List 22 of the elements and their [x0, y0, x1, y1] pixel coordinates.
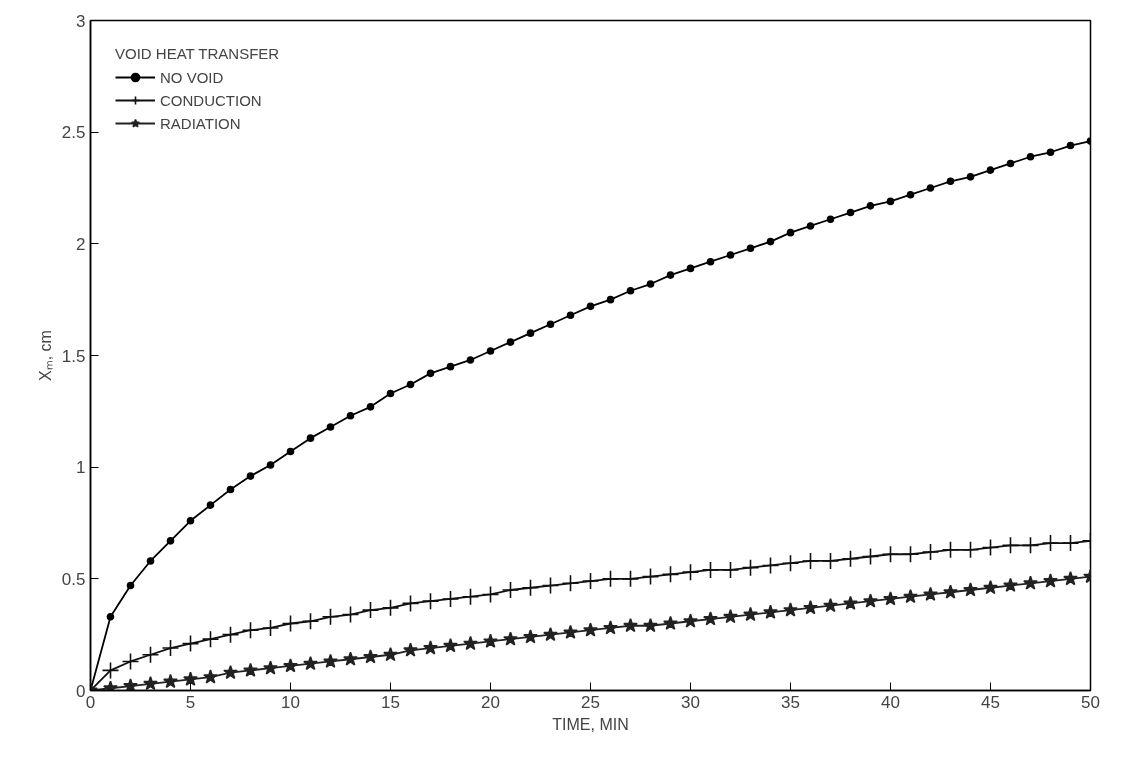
y-tick-label: 2.5 [61, 123, 86, 143]
legend-label: NO VOID [160, 68, 224, 86]
y-tick-label: 1 [76, 458, 86, 478]
x-tick-label: 10 [281, 692, 300, 712]
legend-title: VOID HEAT TRANSFER [115, 45, 280, 62]
y-tick-label: 0.5 [61, 569, 86, 589]
x-tick-label: 40 [881, 692, 900, 712]
y-axis-title: Xₘ, cm [36, 330, 54, 381]
y-tick-label: 1.5 [61, 346, 86, 366]
x-tick-label: 50 [1081, 692, 1100, 712]
x-tick-label: 45 [981, 692, 1000, 712]
x-tick-label: 20 [481, 692, 500, 712]
y-tick-label: 3 [76, 11, 86, 31]
x-tick-label: 35 [781, 692, 800, 712]
x-tick-label: 25 [581, 692, 600, 712]
y-tick-label: 2 [76, 234, 86, 254]
legend-label: RADIATION [160, 114, 241, 132]
x-axis-title: TIME, MIN [552, 715, 629, 733]
x-tick-label: 30 [681, 692, 700, 712]
x-tick-label: 5 [185, 692, 196, 712]
legend-label: CONDUCTION [160, 91, 262, 109]
x-tick-label: 15 [381, 692, 400, 712]
